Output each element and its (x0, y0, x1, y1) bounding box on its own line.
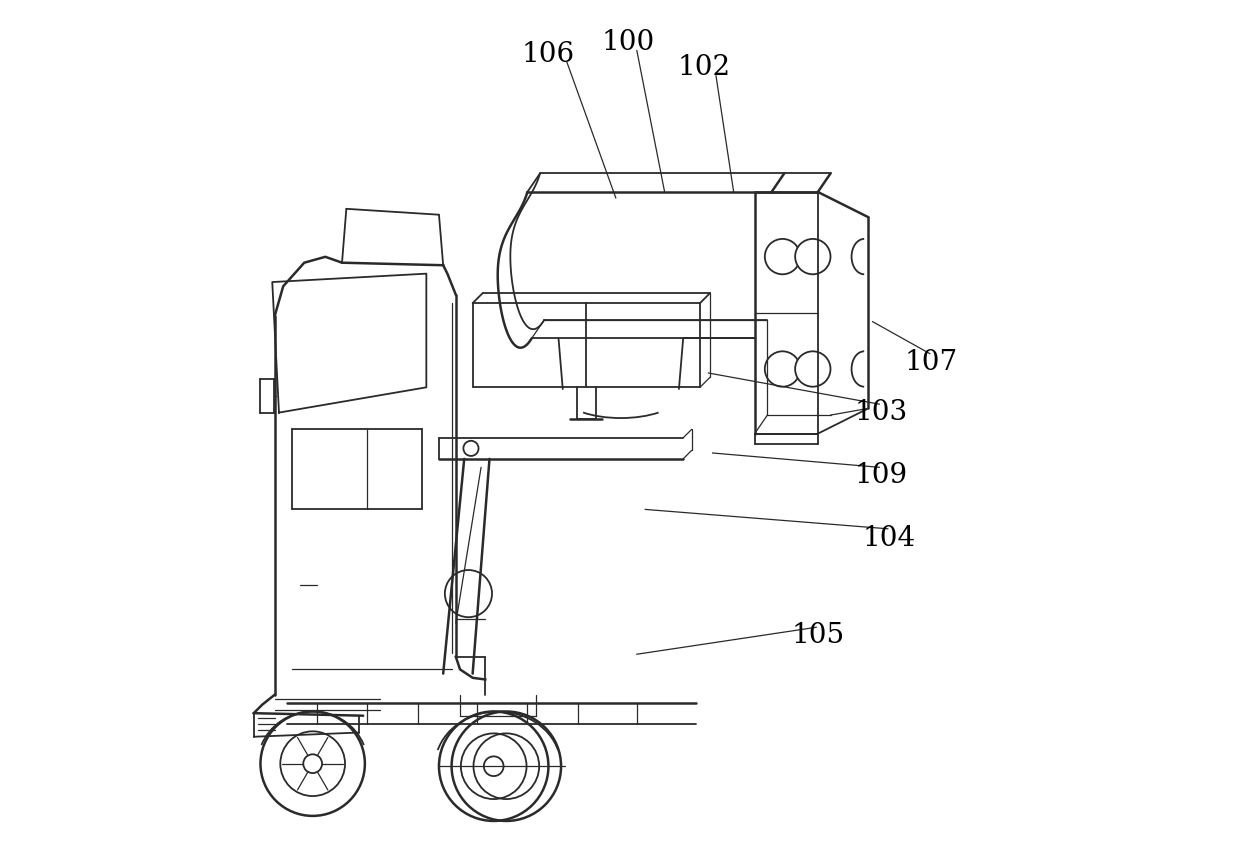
Text: 109: 109 (854, 462, 908, 489)
Circle shape (795, 351, 831, 386)
Text: 106: 106 (522, 41, 575, 68)
Circle shape (464, 441, 479, 456)
Text: 107: 107 (905, 349, 959, 376)
Text: 102: 102 (677, 54, 730, 81)
Circle shape (765, 239, 800, 274)
Text: 104: 104 (863, 525, 916, 552)
Circle shape (484, 756, 503, 776)
Text: 100: 100 (601, 29, 655, 56)
Circle shape (795, 239, 831, 274)
Text: 103: 103 (854, 399, 908, 426)
Text: 105: 105 (791, 622, 844, 649)
Circle shape (304, 754, 322, 773)
Circle shape (765, 351, 800, 386)
